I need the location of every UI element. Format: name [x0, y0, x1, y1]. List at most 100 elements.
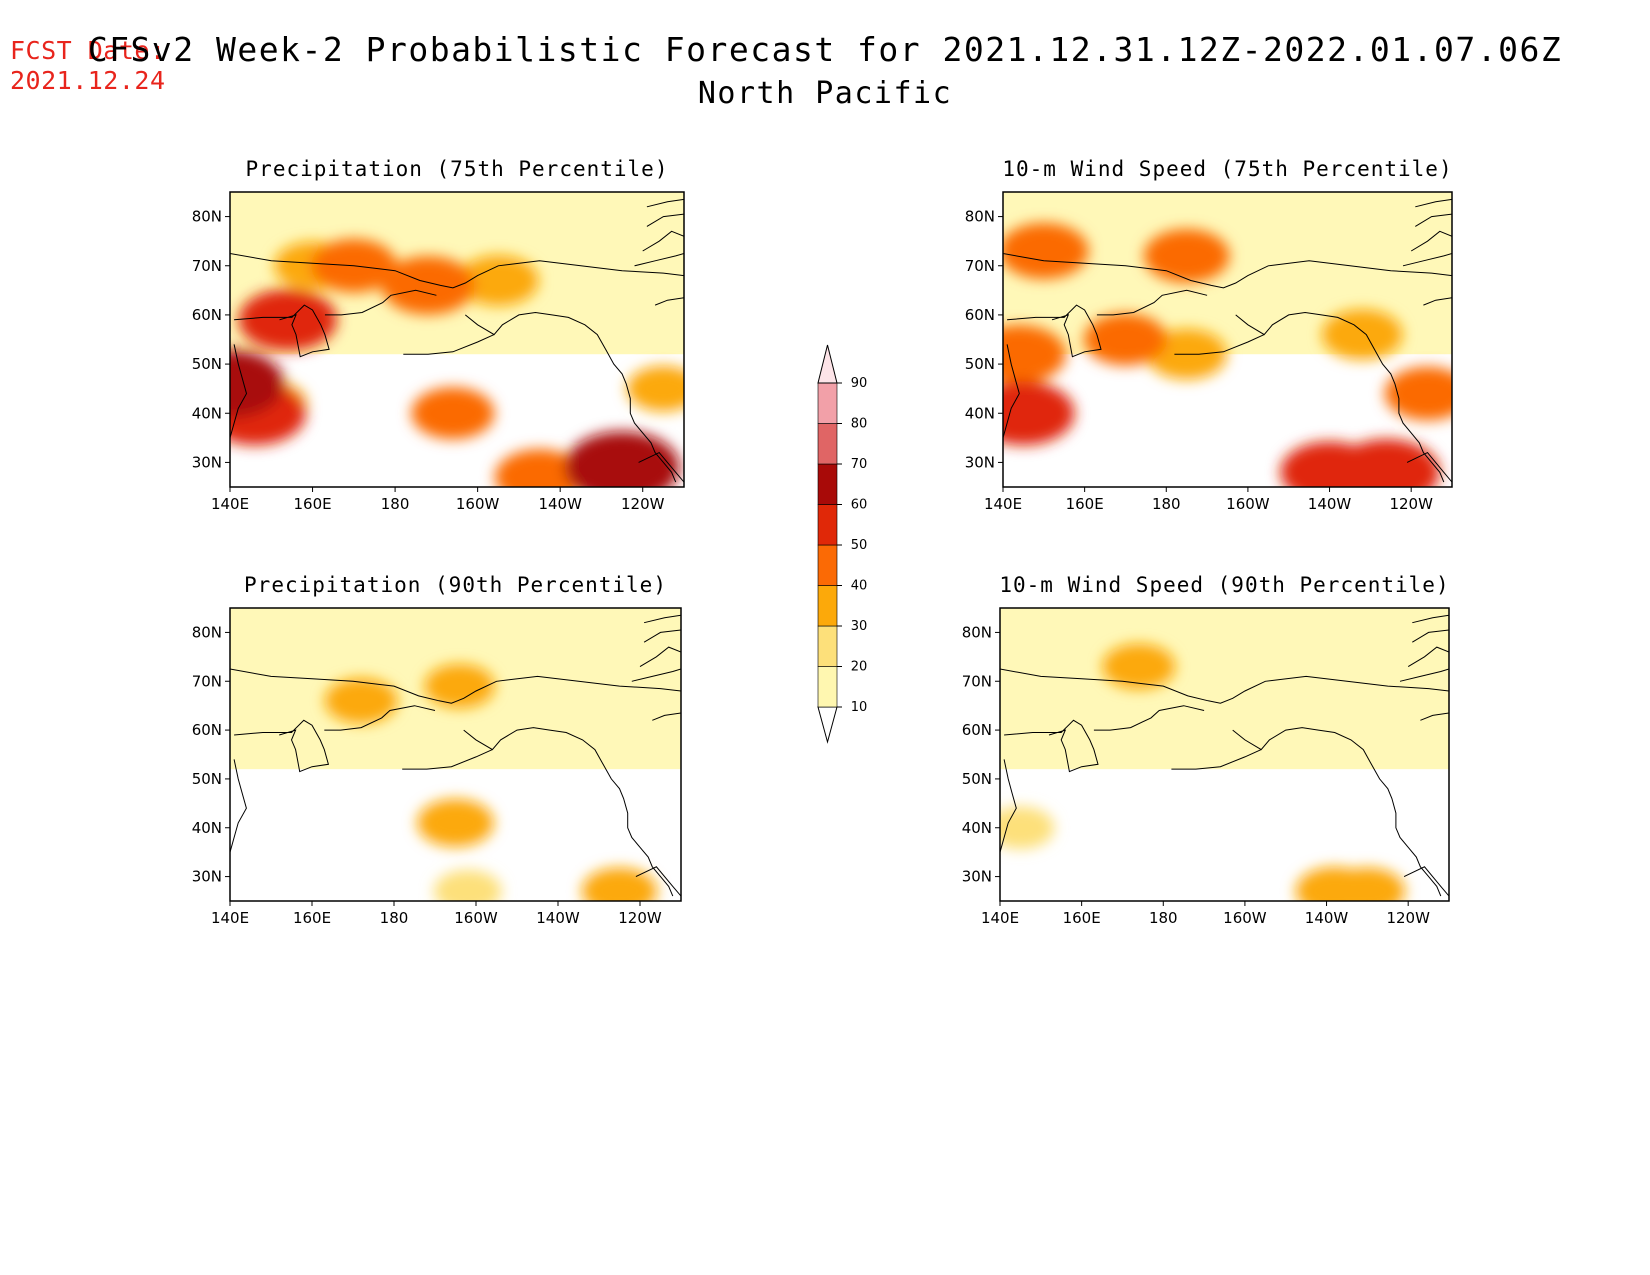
forecast-date-value: 2021.12.24 — [10, 66, 166, 95]
probability-cell — [564, 431, 680, 487]
coastline — [1410, 230, 1452, 252]
panel-title: 10-m Wind Speed (75th Percentile) — [1002, 157, 1452, 181]
colorbar: 10 20 30 40 50 60 70 80 90 — [817, 344, 868, 744]
coastline — [1407, 646, 1449, 668]
y-tick-label: 30N — [962, 868, 992, 886]
coastline — [1406, 451, 1452, 483]
x-tick-label: 140W — [536, 909, 580, 927]
colorbar-label: 40 — [851, 579, 868, 594]
y-tick-label: 40N — [192, 819, 222, 837]
coastline — [643, 629, 681, 643]
coastline — [1004, 719, 1099, 773]
y-tick-label: 30N — [192, 868, 222, 886]
coastline — [234, 719, 330, 773]
coastline — [1003, 253, 1452, 289]
x-tick-label: 160W — [454, 909, 498, 927]
y-tick-label: 40N — [962, 819, 992, 837]
page-subtitle: North Pacific — [697, 76, 953, 111]
x-tick-label: 140W — [538, 495, 582, 513]
x-tick-label: 180 — [1152, 495, 1181, 513]
colorbar-label: 90 — [851, 376, 868, 391]
colorbar-label: 20 — [851, 660, 868, 675]
colorbar-label: 60 — [851, 498, 868, 513]
probability-cell — [1083, 313, 1168, 366]
coastline — [1415, 213, 1452, 227]
panel-title: 10-m Wind Speed (90th Percentile) — [999, 573, 1449, 597]
colorbar-label: 50 — [851, 538, 868, 553]
y-tick-label: 60N — [962, 721, 992, 739]
probability-cell — [230, 349, 285, 418]
colorbar-segment — [817, 423, 838, 465]
y-tick-label: 30N — [965, 453, 995, 471]
probability-field — [1003, 192, 1452, 487]
y-tick-label: 50N — [965, 355, 995, 373]
x-tick-label: 160E — [293, 495, 331, 513]
probability-blobs — [1003, 223, 1452, 487]
probability-field — [230, 608, 681, 901]
probability-cell — [494, 449, 585, 487]
y-tick-label: 80N — [192, 208, 222, 226]
x-tick-label: 160W — [1226, 495, 1270, 513]
probability-cell — [411, 387, 495, 440]
probability-cell — [1321, 309, 1403, 360]
colorbar-label: 30 — [851, 619, 868, 634]
colorbar-label: 80 — [851, 417, 868, 432]
coastline — [1232, 727, 1442, 897]
coastline — [646, 198, 684, 208]
coastline — [1412, 614, 1449, 624]
coastline — [324, 289, 437, 316]
y-tick-label: 70N — [192, 672, 222, 690]
colorbar-label: 70 — [851, 457, 868, 472]
coastline — [1000, 668, 1449, 704]
coastline — [324, 705, 436, 731]
coastline — [1403, 866, 1449, 897]
y-tick-label: 70N — [965, 257, 995, 275]
probability-cell — [381, 256, 475, 315]
colorbar-segment — [817, 585, 838, 627]
x-tick-label: 120W — [618, 909, 662, 927]
coastline — [1171, 749, 1262, 770]
y-tick-label: 40N — [192, 404, 222, 422]
map-frame — [229, 191, 685, 488]
coastline — [234, 304, 330, 358]
y-tick-label: 60N — [192, 721, 222, 739]
x-tick-label: 160W — [456, 495, 500, 513]
probability-cell — [1384, 366, 1452, 421]
y-tick-label: 70N — [192, 257, 222, 275]
coastlines — [230, 614, 681, 897]
map-panel: 10-m Wind Speed (90th Percentile) 140E 160… — [962, 573, 1450, 927]
coastline — [634, 253, 684, 267]
probability-cell — [1003, 381, 1075, 446]
forecast-date-label: FCST Date: — [10, 36, 166, 65]
map-panel: Precipitation (90th Percentile) 140E 160E 1… — [192, 573, 682, 927]
x-tick-label: 160W — [1223, 909, 1267, 927]
probability-blobs — [324, 664, 658, 901]
y-tick-label: 80N — [192, 623, 222, 641]
colorbar-label: 10 — [851, 700, 868, 715]
y-tick-label: 30N — [192, 453, 222, 471]
y-tick-label: 70N — [962, 672, 992, 690]
coastline — [638, 451, 684, 483]
x-tick-label: 140W — [1308, 495, 1352, 513]
probability-cell — [626, 365, 684, 412]
coastline — [1093, 705, 1205, 731]
colorbar-segment — [817, 504, 838, 546]
colorbar-segment — [817, 463, 838, 505]
probability-cell — [1000, 806, 1055, 849]
coastline — [642, 230, 684, 252]
probability-field — [1000, 608, 1449, 901]
probability-cell — [1333, 439, 1440, 487]
probability-cell — [1143, 229, 1230, 283]
y-tick-label: 50N — [192, 355, 222, 373]
coastline — [1007, 304, 1102, 358]
coastline — [1415, 198, 1452, 208]
probability-cell — [324, 677, 398, 724]
map-frame — [229, 607, 682, 902]
y-tick-label: 60N — [965, 306, 995, 324]
x-tick-label: 120W — [1386, 909, 1430, 927]
panel-title: Precipitation (75th Percentile) — [246, 157, 669, 181]
probability-cell — [1102, 643, 1176, 690]
x-tick-label: 160E — [293, 909, 331, 927]
probability-cell — [417, 798, 494, 847]
y-tick-label: 60N — [192, 306, 222, 324]
